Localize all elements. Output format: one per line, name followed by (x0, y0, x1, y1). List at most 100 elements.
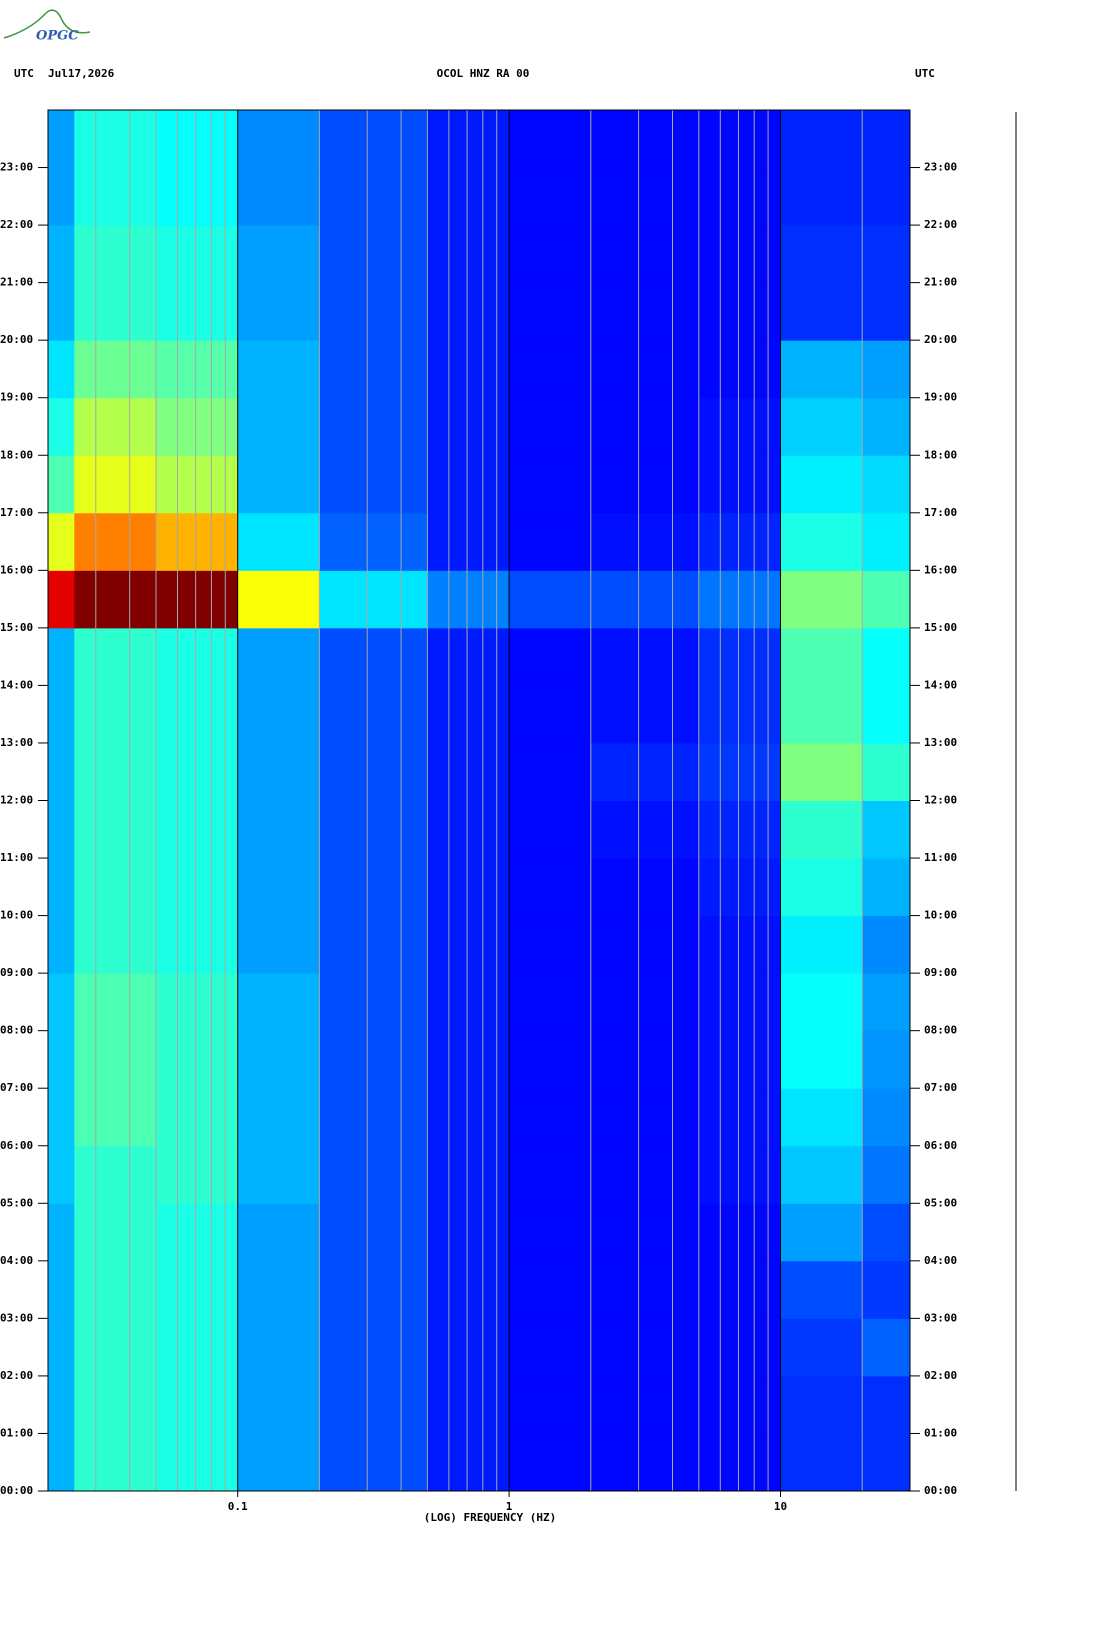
cell (319, 742, 428, 801)
cell (237, 1433, 320, 1492)
cell (319, 1318, 428, 1377)
cell (590, 570, 700, 629)
cell (74, 1030, 157, 1089)
cell (780, 167, 863, 226)
cell (427, 1145, 510, 1204)
cell (590, 512, 700, 571)
cell (427, 858, 510, 917)
cell (862, 1260, 911, 1319)
cell (698, 1203, 782, 1262)
cell (319, 1375, 428, 1434)
cell (780, 455, 863, 514)
cell (509, 1203, 592, 1262)
timezone-left: UTC (14, 67, 34, 80)
cell (780, 1030, 863, 1089)
cell (698, 1260, 782, 1319)
cell (156, 397, 239, 456)
cell (698, 397, 782, 456)
y-tick-label-left: 08:00 (0, 1024, 33, 1037)
cell (509, 685, 592, 744)
cell (319, 167, 428, 226)
cell (862, 1203, 911, 1262)
chart-title: OCOL HNZ RA 00 (437, 67, 530, 80)
cell (427, 455, 510, 514)
cell (156, 685, 239, 744)
cell (862, 627, 911, 686)
cell (780, 685, 863, 744)
y-tick-label-right: 18:00 (924, 448, 957, 461)
cell (862, 915, 911, 974)
cell (48, 1433, 75, 1492)
cell (590, 1030, 700, 1089)
cell (48, 225, 75, 284)
cell (590, 110, 700, 169)
cell (156, 1375, 239, 1434)
cell (319, 858, 428, 917)
cell (156, 1260, 239, 1319)
cell (509, 397, 592, 456)
cell (74, 570, 157, 629)
cell (590, 1260, 700, 1319)
cell (427, 685, 510, 744)
cell (780, 225, 863, 284)
cell (509, 1433, 592, 1492)
cell (509, 570, 592, 629)
cell (509, 800, 592, 859)
y-tick-label-right: 15:00 (924, 621, 957, 634)
cell (590, 1375, 700, 1434)
cell (590, 973, 700, 1032)
cell (319, 110, 428, 169)
cell (319, 455, 428, 514)
y-tick-label-right: 11:00 (924, 851, 957, 864)
cell (74, 1433, 157, 1492)
cell (48, 1145, 75, 1204)
heatmap (48, 110, 911, 1492)
cell (74, 1145, 157, 1204)
cell (509, 973, 592, 1032)
cell (319, 282, 428, 341)
cell (74, 455, 157, 514)
cell (319, 1433, 428, 1492)
y-tick-label-left: 15:00 (0, 621, 33, 634)
cell (156, 1030, 239, 1089)
cell (237, 858, 320, 917)
cell (698, 627, 782, 686)
cell (427, 627, 510, 686)
cell (319, 570, 428, 629)
cell (698, 1030, 782, 1089)
y-tick-label-left: 07:00 (0, 1081, 33, 1094)
y-tick-label-right: 16:00 (924, 563, 957, 576)
y-tick-label-left: 13:00 (0, 736, 33, 749)
cell (590, 282, 700, 341)
cell (319, 225, 428, 284)
cell (509, 1145, 592, 1204)
cell (74, 1375, 157, 1434)
cell (780, 397, 863, 456)
cell (48, 1088, 75, 1147)
cell (319, 1030, 428, 1089)
cell (862, 110, 911, 169)
cell (156, 225, 239, 284)
cell (237, 1030, 320, 1089)
y-tick-label-right: 09:00 (924, 966, 957, 979)
cell (862, 1088, 911, 1147)
y-tick-label-left: 11:00 (0, 851, 33, 864)
cell (698, 340, 782, 399)
cell (48, 455, 75, 514)
cell (427, 1030, 510, 1089)
cell (780, 512, 863, 571)
logo-text: OPGC (36, 29, 79, 44)
y-tick-label-right: 17:00 (924, 506, 957, 519)
cell (319, 1203, 428, 1262)
cell (590, 800, 700, 859)
cell (156, 167, 239, 226)
cell (156, 1433, 239, 1492)
y-tick-label-right: 14:00 (924, 678, 957, 691)
cell (237, 167, 320, 226)
cell (48, 110, 75, 169)
cell (74, 858, 157, 917)
cell (780, 1318, 863, 1377)
cell (74, 800, 157, 859)
cell (698, 1375, 782, 1434)
